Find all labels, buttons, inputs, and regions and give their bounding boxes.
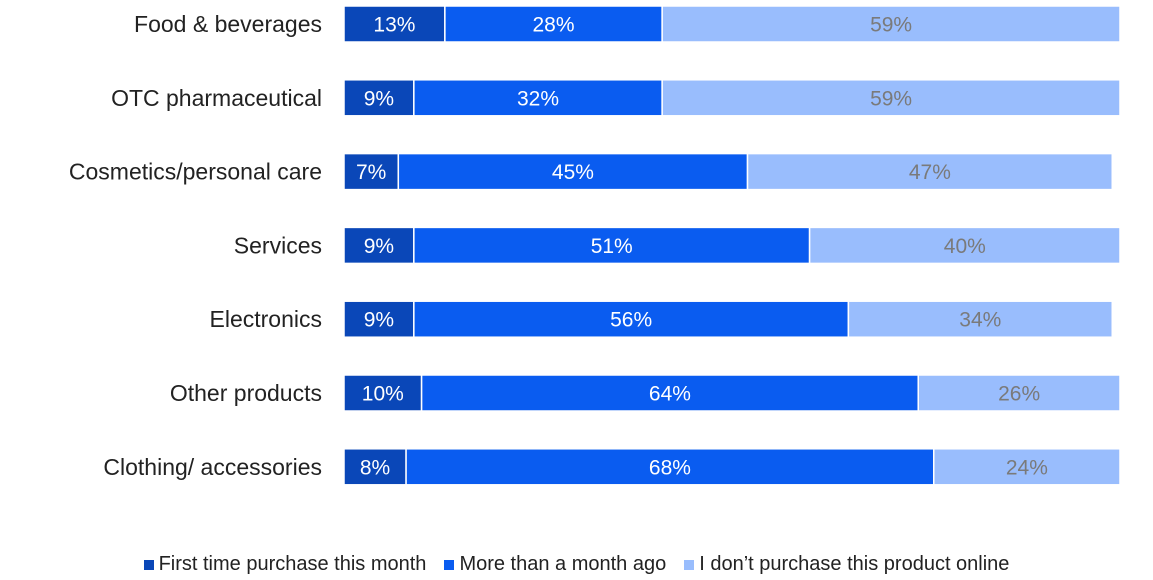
data-label-otc-pharmaceutical-series-2: 32% bbox=[517, 87, 559, 110]
bar-food-beverages-series-2 bbox=[444, 5, 663, 43]
data-label-clothing-accessories-series-2: 68% bbox=[649, 456, 691, 479]
bar-clothing-accessories-series-3 bbox=[933, 448, 1121, 486]
bar-services-series-1 bbox=[343, 226, 415, 265]
data-label-electronics-series-1: 9% bbox=[364, 309, 394, 332]
data-label-food-beverages-series-3: 59% bbox=[870, 14, 912, 37]
legend-label-first-time: First time purchase this month bbox=[158, 553, 427, 575]
data-label-other-products-series-2: 64% bbox=[649, 383, 691, 406]
data-label-clothing-accessories-series-1: 8% bbox=[360, 456, 390, 479]
category-label-cosmetics-personal-care: Cosmetics/personal care bbox=[69, 159, 322, 185]
bar-otc-pharmaceutical-series-3 bbox=[661, 79, 1121, 117]
legend-label-more-than-month: More than a month ago bbox=[459, 553, 667, 575]
bar-cosmetics-personal-care-series-2 bbox=[397, 152, 749, 191]
legend-swatch-not-online bbox=[684, 559, 695, 570]
category-label-services: Services bbox=[234, 232, 322, 258]
legend-item-first-time: First time purchase this month bbox=[143, 553, 427, 576]
chart-legend: First time purchase this month More than… bbox=[0, 553, 1153, 576]
legend-item-more-than-month: More than a month ago bbox=[444, 553, 666, 576]
category-label-electronics: Electronics bbox=[210, 306, 322, 332]
legend-swatch-first-time bbox=[143, 559, 154, 570]
data-label-otc-pharmaceutical-series-3: 59% bbox=[870, 87, 912, 110]
data-label-other-products-series-3: 26% bbox=[998, 383, 1040, 406]
data-label-cosmetics-personal-care-series-3: 47% bbox=[909, 161, 951, 184]
bar-clothing-accessories-series-2 bbox=[405, 448, 935, 486]
bar-electronics-series-1 bbox=[343, 300, 415, 338]
data-label-services-series-1: 9% bbox=[364, 235, 394, 258]
bar-otc-pharmaceutical-series-2 bbox=[413, 79, 663, 117]
data-label-cosmetics-personal-care-series-2: 45% bbox=[552, 161, 594, 184]
legend-label-not-online: I don’t purchase this product online bbox=[699, 553, 1010, 575]
bar-other-products-series-1 bbox=[343, 374, 423, 412]
bar-other-products-series-3 bbox=[917, 374, 1121, 412]
bar-electronics-series-3 bbox=[847, 300, 1113, 338]
bar-cosmetics-personal-care-series-3 bbox=[746, 152, 1113, 191]
data-label-food-beverages-series-2: 28% bbox=[533, 14, 575, 37]
bar-cosmetics-personal-care-series-1 bbox=[343, 152, 400, 191]
bar-clothing-accessories-series-1 bbox=[343, 448, 407, 486]
data-label-other-products-series-1: 10% bbox=[362, 383, 404, 406]
data-label-services-series-2: 51% bbox=[591, 235, 633, 258]
legend-item-not-online: I don’t purchase this product online bbox=[684, 553, 1009, 576]
bar-other-products-series-2 bbox=[420, 374, 919, 412]
legend-swatch-more-than-month bbox=[444, 559, 455, 570]
bar-food-beverages-series-1 bbox=[343, 5, 446, 43]
data-label-otc-pharmaceutical-series-1: 9% bbox=[364, 87, 394, 110]
bar-electronics-series-2 bbox=[413, 300, 850, 338]
data-label-clothing-accessories-series-3: 24% bbox=[1006, 456, 1048, 479]
data-label-services-series-3: 40% bbox=[944, 235, 986, 258]
category-label-food-beverages: Food & beverages bbox=[134, 11, 322, 37]
data-label-electronics-series-2: 56% bbox=[610, 309, 652, 332]
category-label-other-products: Other products bbox=[170, 380, 322, 406]
data-label-cosmetics-personal-care-series-1: 7% bbox=[356, 161, 386, 184]
bar-food-beverages-series-3 bbox=[661, 5, 1121, 43]
category-label-clothing-accessories: Clothing/ accessories bbox=[103, 454, 322, 480]
category-label-otc-pharmaceutical: OTC pharmaceutical bbox=[111, 85, 322, 111]
data-label-electronics-series-3: 34% bbox=[959, 309, 1001, 332]
bar-services-series-3 bbox=[808, 226, 1121, 265]
data-label-food-beverages-series-1: 13% bbox=[373, 14, 415, 37]
